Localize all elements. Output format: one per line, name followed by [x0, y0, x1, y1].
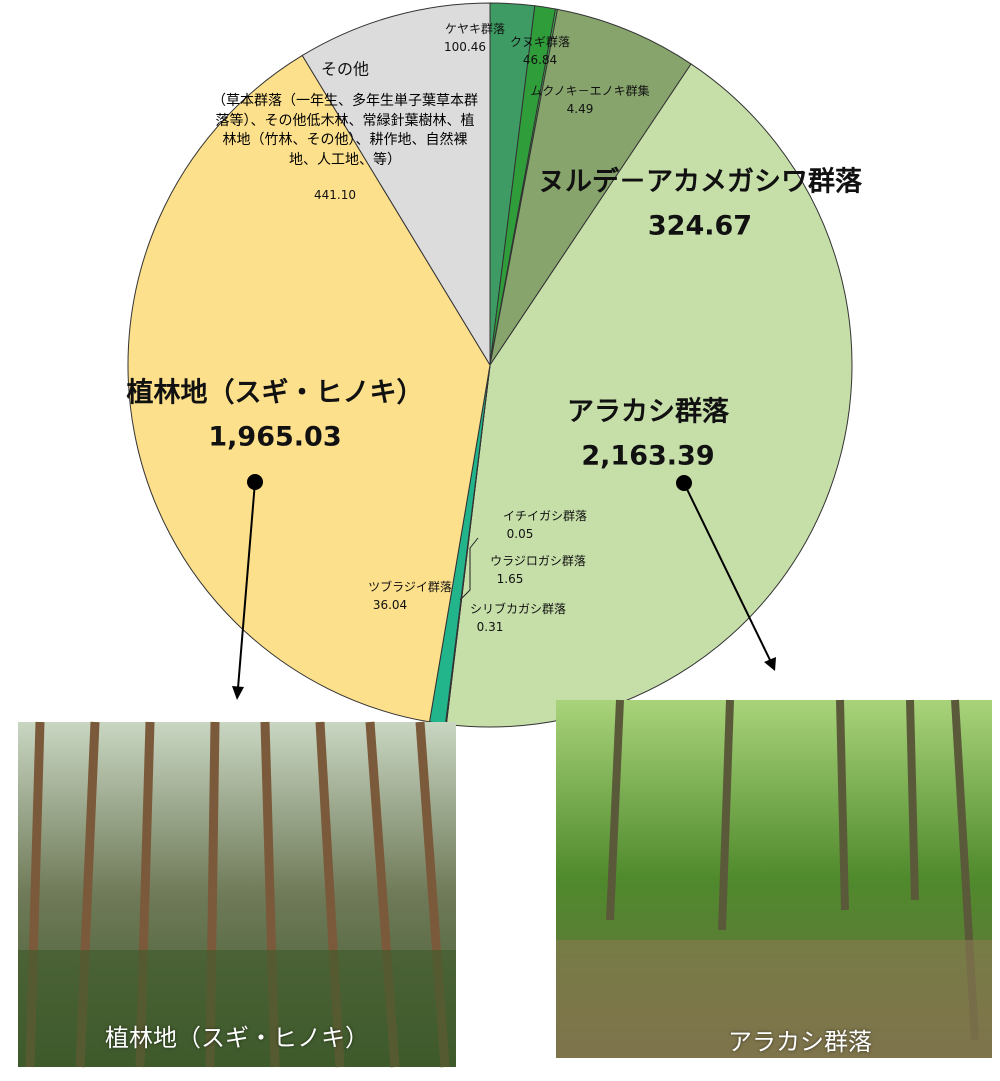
photo-caption: アラカシ群落 — [728, 1028, 872, 1056]
value-label: 1,965.03 — [208, 421, 342, 453]
slice-label: シリブカガシ群落 — [469, 602, 567, 617]
value-label: 0.05 — [506, 527, 534, 542]
photo-right — [556, 699, 992, 1058]
value-label: 36.04 — [372, 598, 408, 613]
pie-slice — [127, 54, 491, 723]
slice-label: ムクノキ－エノキ群集 — [530, 84, 650, 99]
pointers — [232, 474, 776, 700]
other-note: （草本群落（一年生、多年生単子葉草本群落等）、その他低木林、常緑針葉樹林、植林地… — [212, 93, 478, 168]
pie-slice — [301, 2, 491, 367]
slice-label: アラカシ群落 — [567, 396, 729, 428]
pie-slice — [489, 8, 692, 366]
slice-label: 植林地（スギ・ヒノキ） — [126, 377, 424, 409]
value-label: 0.31 — [476, 620, 504, 635]
photo-left — [18, 721, 456, 1068]
slice-label: ケヤキ群落 — [444, 22, 506, 37]
slice-label: ツブラジイ群落 — [368, 580, 452, 595]
slice-label: ヌルデ－アカメガシワ群落 — [538, 166, 862, 198]
value-label: 1.65 — [496, 572, 524, 587]
leaders — [459, 537, 479, 601]
value-label: 2,163.39 — [581, 440, 715, 472]
slice-label: クヌギ群落 — [509, 35, 571, 50]
value-label: 100.46 — [444, 40, 486, 55]
value-label: 441.10 — [314, 188, 356, 203]
value-label: 46.84 — [522, 53, 558, 68]
slice-label: ウラジロガシ群落 — [490, 554, 586, 569]
slice-label: その他 — [320, 59, 370, 79]
slice-label: イチイガシ群落 — [502, 509, 588, 524]
value-label: 4.49 — [566, 102, 594, 117]
value-label: 324.67 — [647, 210, 753, 242]
photo-caption: 植林地（スギ・ヒノキ） — [105, 1024, 369, 1052]
